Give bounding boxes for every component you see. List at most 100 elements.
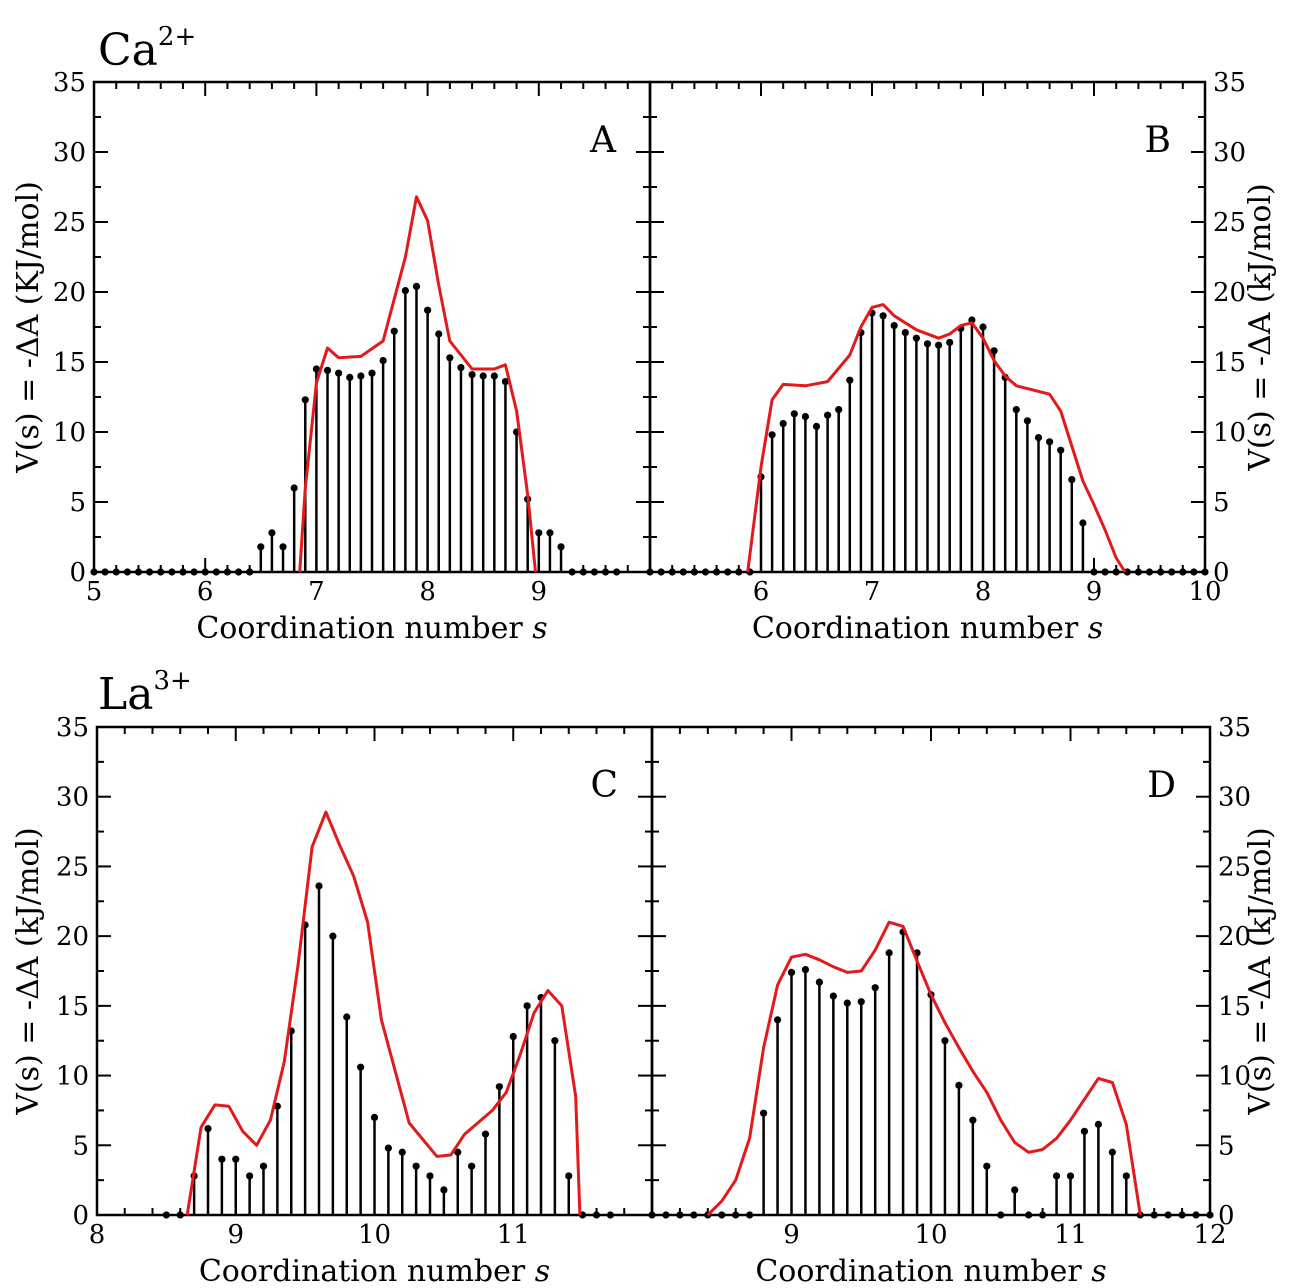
stem-point — [398, 1148, 406, 1156]
stem-point — [495, 1083, 503, 1091]
stem-point — [401, 287, 409, 295]
stem-point — [268, 529, 276, 537]
stem-point — [701, 568, 710, 576]
y-tick-label: 35 — [1213, 68, 1246, 98]
stem-point — [468, 1162, 476, 1170]
stem-point — [279, 543, 287, 551]
stem-point — [204, 1124, 212, 1133]
stem-point — [546, 529, 554, 537]
stem-point — [323, 366, 332, 374]
stem-point — [112, 568, 120, 576]
stem-point — [290, 484, 298, 492]
stem-point — [162, 1211, 170, 1219]
y-tick-label: 35 — [53, 68, 86, 98]
x-tick-label: 9 — [1086, 577, 1103, 607]
y-tick-label: 0 — [1213, 558, 1230, 588]
y-tick-label: 25 — [1213, 208, 1246, 238]
stem-point — [768, 431, 776, 439]
stem-point — [457, 364, 465, 372]
stem-point — [1122, 1172, 1130, 1180]
stem-point — [935, 341, 943, 349]
stem-point — [1011, 1186, 1019, 1194]
y-tick-label: 30 — [1218, 783, 1251, 813]
y-tick-label: 20 — [56, 922, 89, 952]
stem-point — [329, 932, 337, 940]
y-tick-label: 10 — [56, 1062, 89, 1092]
stem-point — [157, 568, 165, 576]
stem-point — [1025, 1211, 1033, 1219]
stem-point — [676, 1211, 684, 1219]
y-tick-label: 20 — [1218, 922, 1251, 952]
fit-curve — [185, 810, 582, 1216]
stem-point — [955, 1081, 963, 1089]
stem-point — [1206, 1211, 1214, 1219]
x-tick-label: 11 — [1054, 1220, 1087, 1250]
stem-point — [801, 966, 810, 974]
stem-point — [315, 882, 323, 890]
x-tick-label: 8 — [975, 577, 992, 607]
stem-point — [379, 357, 387, 365]
y-axis-label: V(s) = -ΔA (kJ/mol) — [11, 827, 46, 1116]
stem-point — [1012, 406, 1020, 414]
x-axis-label: Coordination number s — [199, 1254, 550, 1288]
stem-point — [779, 420, 787, 428]
stem-point — [735, 568, 743, 576]
ion-charge: 3+ — [153, 666, 192, 696]
x-tick-label: 6 — [753, 577, 770, 607]
stem-point — [1164, 1211, 1172, 1219]
stem-point — [801, 413, 810, 421]
y-tick-label: 5 — [1218, 1131, 1235, 1161]
stem-point — [257, 543, 265, 551]
stem-point — [790, 410, 798, 418]
stem-point — [481, 1130, 490, 1138]
y-tick-label: 0 — [69, 558, 86, 588]
stem-point — [912, 334, 921, 342]
stem-point — [234, 568, 243, 576]
y-tick-label: 35 — [1218, 713, 1251, 743]
stem-point — [646, 568, 654, 576]
stem-point — [446, 354, 454, 362]
y-tick-label: 10 — [53, 418, 86, 448]
panel-c: 8 9 10 11 0 5 10 15 20 25 30 35 Coordination number … — [11, 713, 654, 1288]
y-tick-label: 5 — [1213, 488, 1230, 518]
stem-point — [601, 568, 610, 576]
stem-point — [946, 338, 954, 346]
stem-point — [218, 1155, 226, 1163]
stem-point — [1057, 446, 1065, 454]
stem-point — [390, 327, 398, 335]
y-tick-label: 25 — [1218, 852, 1251, 882]
stem-point — [1168, 568, 1176, 576]
y-tick-label: 0 — [72, 1201, 89, 1231]
stem-point — [412, 1162, 420, 1170]
stem-point — [1150, 1211, 1158, 1219]
stem-point — [412, 282, 421, 290]
stem-point — [201, 568, 209, 576]
stem-point — [824, 411, 832, 419]
y-tick-label: 10 — [1213, 418, 1246, 448]
stem-point — [923, 340, 932, 348]
stem-point — [1034, 434, 1043, 442]
stem-point — [613, 568, 621, 576]
fit-curve — [746, 303, 1127, 573]
stem-point — [969, 1116, 977, 1124]
stem-point — [435, 330, 443, 338]
stem-point — [1192, 1211, 1200, 1219]
x-tick-label: 5 — [86, 577, 103, 607]
y-tick-label: 25 — [56, 852, 89, 882]
stem-point — [590, 568, 599, 576]
ion-label: Ca — [98, 25, 158, 76]
x-tick-label: 8 — [89, 1220, 106, 1250]
y-axis-label: V(s) = -ΔA (KJ/mol) — [11, 181, 46, 474]
y-tick-label: 0 — [1218, 1201, 1235, 1231]
stem-point — [1094, 1120, 1102, 1128]
x-tick-label: 12 — [1193, 1220, 1226, 1250]
stem-point — [90, 568, 98, 576]
stem-point — [1112, 568, 1120, 576]
stem-point — [454, 1148, 462, 1156]
stem-point — [301, 396, 309, 404]
stem-point — [1023, 417, 1031, 425]
stem-point — [760, 1109, 768, 1117]
stem-point — [679, 568, 687, 576]
